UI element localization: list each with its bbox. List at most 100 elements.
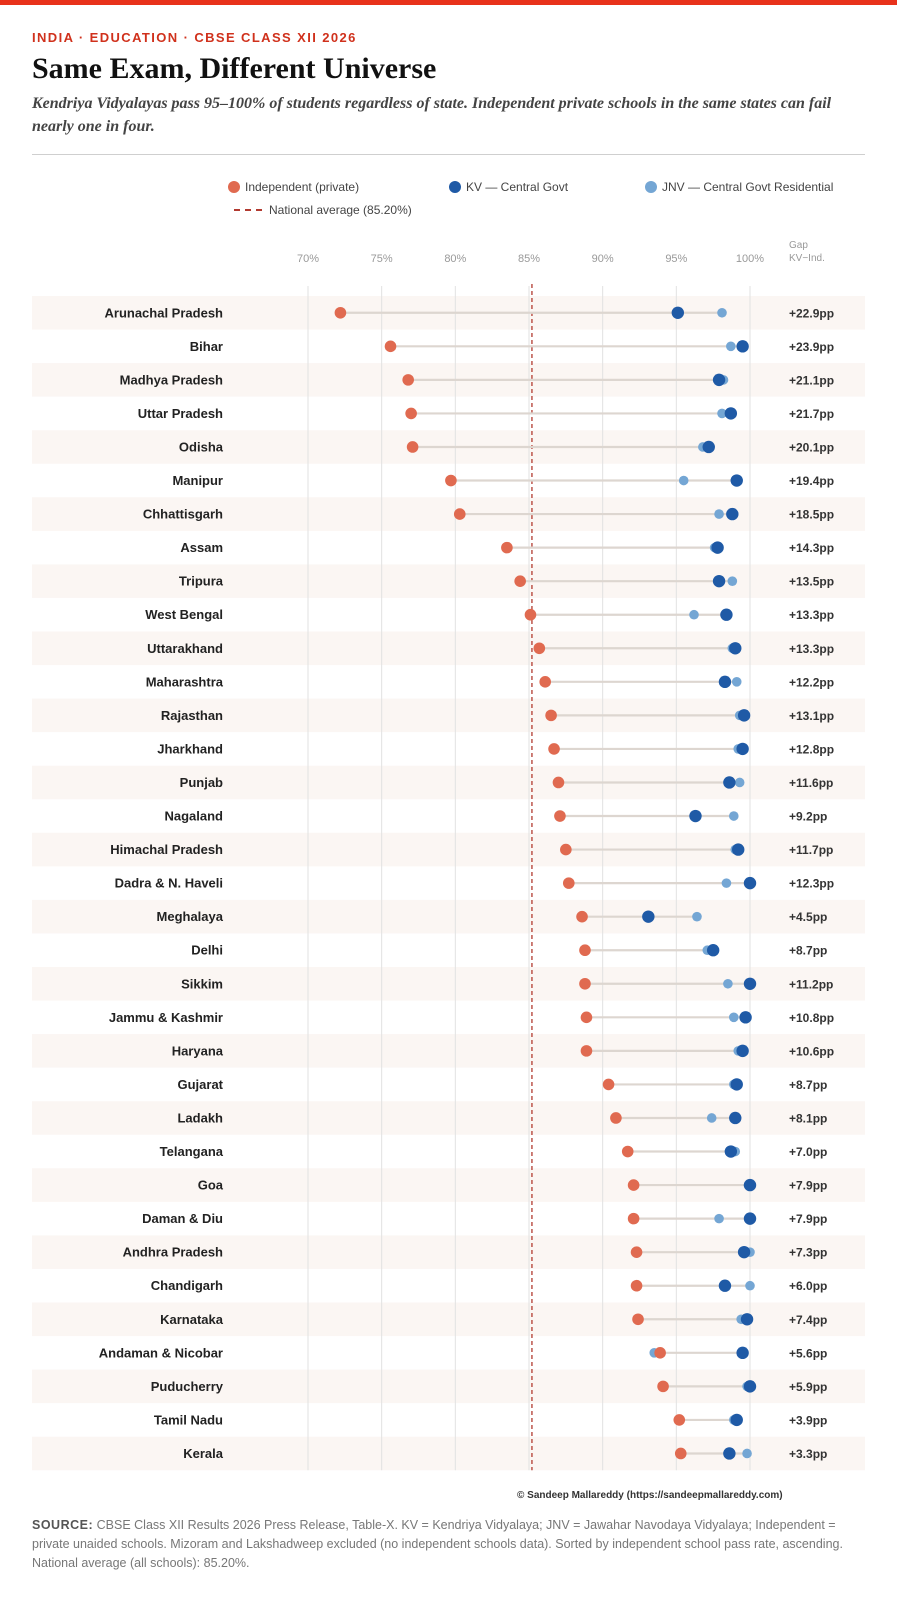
independent-point — [632, 1313, 644, 1326]
state-label: Goa — [198, 1178, 224, 1193]
state-label: Rajasthan — [161, 708, 223, 723]
kv-point — [736, 1044, 749, 1058]
legend-national: National average (85.20%) — [234, 203, 412, 217]
kv-point — [712, 574, 726, 588]
gap-value: +12.3pp — [789, 877, 834, 891]
gap-value: +20.1pp — [789, 440, 834, 454]
kv-point — [737, 709, 751, 722]
kv-point — [730, 1078, 743, 1091]
legend-independent: Independent (private) — [228, 180, 359, 194]
x-tick-label: 95% — [665, 253, 687, 265]
gap-value: +8.7pp — [789, 1078, 827, 1092]
kv-point — [730, 474, 743, 487]
kv-point — [729, 642, 742, 655]
state-label: Arunachal Pradesh — [105, 305, 224, 320]
independent-point — [402, 374, 414, 386]
state-label: Andhra Pradesh — [123, 1245, 223, 1260]
kv-point — [736, 742, 749, 756]
jnv-point — [717, 307, 727, 318]
gap-value: +7.9pp — [789, 1179, 827, 1193]
independent-point — [579, 977, 591, 990]
kv-point — [723, 776, 736, 789]
state-label: West Bengal — [145, 607, 223, 622]
gap-value: +3.3pp — [789, 1447, 827, 1461]
independent-point — [630, 1279, 643, 1292]
state-label: Odisha — [179, 439, 224, 454]
jnv-point — [742, 1448, 752, 1459]
jnv-point — [678, 475, 689, 486]
state-label: Kerala — [183, 1446, 224, 1461]
independent-point — [673, 1414, 686, 1426]
source-note: SOURCE: CBSE Class XII Results 2026 Pres… — [32, 1516, 862, 1573]
x-tick-label: 70% — [297, 253, 319, 265]
gap-value: +13.3pp — [789, 608, 834, 622]
kv-point — [743, 977, 757, 990]
independent-point — [545, 709, 557, 722]
jnv-point — [731, 677, 742, 687]
kv-point — [642, 910, 655, 923]
independent-point — [627, 1179, 640, 1191]
kv-point — [724, 407, 738, 420]
jnv-point — [726, 341, 736, 352]
gap-value: +7.9pp — [789, 1212, 827, 1226]
kv-point — [736, 1346, 749, 1360]
kv-point — [711, 541, 724, 554]
independent-point — [548, 743, 560, 755]
legend-jnv: JNV — Central Govt Residential — [645, 180, 833, 194]
jnv-point — [714, 509, 724, 519]
kv-point — [718, 675, 732, 689]
independent-point — [654, 1347, 666, 1359]
jnv-point — [706, 1113, 717, 1123]
state-label: Maharashtra — [146, 674, 224, 689]
kv-point — [671, 306, 685, 319]
state-label: Dadra & N. Haveli — [115, 876, 223, 891]
gap-value: +23.9pp — [789, 340, 834, 354]
kv-point — [723, 1447, 736, 1460]
dot-chart: 70% 75% 80% 85% 90% 95% 100% Gap KV−Ind. Arunacha… — [32, 240, 865, 1471]
row-band — [32, 564, 865, 598]
source-label: SOURCE: — [32, 1518, 94, 1532]
legend-kv-dot-icon — [449, 181, 461, 193]
legend-jnv-dot-icon — [645, 181, 657, 193]
x-tick-label: 100% — [736, 253, 764, 265]
jnv-point — [692, 911, 702, 922]
gap-value: +7.0pp — [789, 1145, 827, 1159]
state-label: Sikkim — [181, 976, 223, 991]
state-label: Andaman & Nicobar — [99, 1345, 223, 1360]
kv-point — [743, 876, 757, 890]
gap-value: +13.1pp — [789, 709, 834, 723]
gap-value: +18.5pp — [789, 508, 834, 522]
state-label: Jammu & Kashmir — [109, 1010, 223, 1025]
kv-point — [720, 608, 733, 621]
jnv-point — [689, 609, 699, 620]
state-label: Delhi — [191, 943, 223, 958]
gap-value: +8.1pp — [789, 1111, 827, 1125]
state-label: Daman & Diu — [142, 1211, 223, 1226]
independent-point — [576, 910, 588, 923]
gap-value: +22.9pp — [789, 306, 834, 320]
kv-point — [740, 1313, 754, 1326]
state-label: Tripura — [179, 574, 224, 589]
gap-value: +10.6pp — [789, 1044, 834, 1058]
independent-point — [539, 676, 552, 688]
independent-point — [524, 608, 537, 621]
jnv-point — [714, 1213, 724, 1224]
independent-point — [533, 642, 546, 655]
gap-value: +14.3pp — [789, 541, 834, 555]
state-label: Uttarakhand — [147, 641, 223, 656]
x-tick-label: 90% — [592, 253, 614, 265]
kicker: INDIA · EDUCATION · CBSE CLASS XII 2026 — [32, 30, 357, 45]
state-label: Uttar Pradesh — [138, 406, 223, 421]
gap-header: KV−Ind. — [789, 253, 825, 264]
legend-kv: KV — Central Govt — [449, 180, 568, 194]
state-label: Himachal Pradesh — [110, 842, 223, 857]
gap-value: +11.2pp — [789, 977, 833, 991]
kv-point — [743, 1380, 757, 1393]
gap-value: +5.6pp — [789, 1346, 827, 1360]
state-label: Assam — [180, 540, 223, 555]
gap-value: +21.7pp — [789, 407, 834, 421]
page-title: Same Exam, Different Universe — [32, 52, 437, 85]
legend-jnv-label: JNV — Central Govt Residential — [662, 180, 834, 194]
state-label: Puducherry — [151, 1379, 224, 1394]
state-label: Nagaland — [164, 809, 223, 824]
